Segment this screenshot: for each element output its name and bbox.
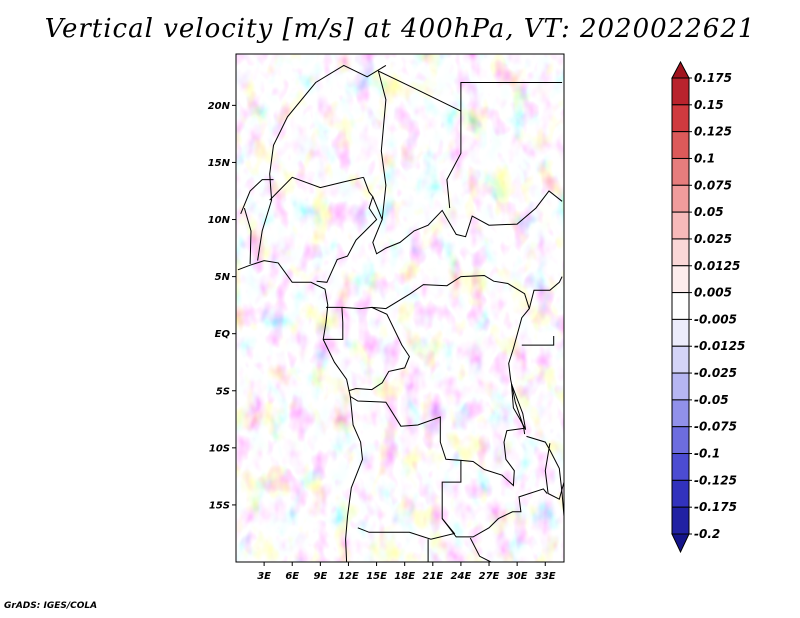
- colorbar-label: -0.05: [694, 393, 729, 407]
- colorbar-swatch: [671, 318, 690, 347]
- border-line: [469, 537, 492, 562]
- colorbar-swatch: [671, 211, 690, 240]
- x-tick-label: 33E: [535, 571, 556, 582]
- x-tick-label: 6E: [285, 571, 299, 582]
- border-line: [441, 488, 548, 538]
- border-line: [528, 276, 563, 309]
- border-line: [372, 190, 563, 255]
- grads-credit: GrADS: IGES/COLA: [4, 601, 98, 611]
- colorbar: 0.175 0.15 0.125 0.1 0.075 0.05 0.025 0.0125 0.0…: [671, 60, 745, 554]
- colorbar-swatch: [671, 131, 690, 159]
- colorbar-swatch: [671, 372, 690, 401]
- border-line: [371, 274, 530, 435]
- colorbar-label: 0.0125: [694, 259, 740, 273]
- colorbar-swatch: [671, 453, 690, 481]
- colorbar-swatch: [671, 104, 690, 133]
- colorbar-swatch: [671, 292, 690, 320]
- colorbar-swatch: [671, 238, 690, 267]
- colorbar-label: 0.05: [694, 205, 724, 219]
- colorbar-label: 0.175: [694, 71, 732, 85]
- y-tick-label: 15N: [208, 158, 231, 169]
- y-tick-label: 10S: [209, 443, 230, 454]
- colorbar-swatch: [671, 426, 690, 455]
- colorbar-label: -0.025: [694, 366, 737, 380]
- border-line: [511, 383, 527, 430]
- x-tick-label: 30E: [507, 571, 528, 582]
- colorbar-label: 0.075: [694, 178, 732, 192]
- x-tick-label: 18E: [394, 571, 415, 582]
- colorbar-bottom-arrow: [671, 533, 690, 554]
- colorbar-swatch: [671, 157, 690, 186]
- x-tick-label: 12E: [338, 571, 359, 582]
- border-line: [460, 82, 563, 112]
- border-line: [377, 70, 462, 220]
- x-axis: 3E 6E 9E 12E 15E 18E 21E 24E 27E 30E 33E: [257, 562, 556, 582]
- border-line: [341, 306, 410, 392]
- border-line: [237, 260, 364, 562]
- y-axis: 20N 15N 10N 5N EQ 5S 10S 15S: [208, 101, 236, 511]
- y-tick-label: 10N: [208, 215, 231, 226]
- x-tick-label: 21E: [422, 571, 443, 582]
- x-tick-label: 3E: [257, 571, 271, 582]
- y-tick-label: EQ: [215, 329, 231, 340]
- colorbar-label: -0.175: [694, 500, 737, 514]
- colorbar-swatch: [671, 265, 690, 294]
- border-line: [460, 427, 524, 487]
- border-line: [243, 207, 252, 265]
- colorbar-label: 0.005: [694, 286, 732, 300]
- colorbar-label: -0.005: [694, 312, 737, 326]
- y-tick-label: 5N: [215, 272, 231, 283]
- x-tick-label: 15E: [366, 571, 387, 582]
- colorbar-swatch: [671, 479, 690, 508]
- y-tick-label: 5S: [216, 386, 230, 397]
- colorbar-label: 0.125: [694, 125, 732, 139]
- colorbar-label: -0.125: [694, 473, 737, 487]
- colorbar-swatch: [671, 184, 690, 213]
- x-tick-label: 27E: [479, 571, 500, 582]
- border-line: [240, 179, 274, 214]
- x-tick-label: 24E: [451, 571, 472, 582]
- country-borders: [237, 64, 564, 562]
- colorbar-swatch: [671, 506, 690, 535]
- border-line: [526, 435, 564, 517]
- border-line: [323, 306, 344, 340]
- border-line: [521, 336, 555, 346]
- colorbar-top-arrow: [671, 60, 690, 79]
- colorbar-label: -0.1: [694, 447, 720, 461]
- colorbar-swatch: [671, 345, 690, 374]
- colorbar-label: -0.2: [694, 527, 720, 541]
- colorbar-label: -0.075: [694, 420, 737, 434]
- y-tick-label: 15S: [209, 500, 230, 511]
- velocity-field: [236, 54, 564, 562]
- y-tick-label: 20N: [208, 101, 231, 112]
- x-tick-label: 9E: [313, 571, 327, 582]
- colorbar-label: -0.0125: [694, 339, 745, 353]
- border-line: [269, 176, 364, 201]
- colorbar-label: 0.1: [694, 151, 715, 165]
- border-line: [544, 443, 564, 500]
- colorbar-swatch: [671, 399, 690, 428]
- border-line: [257, 64, 387, 261]
- chart-title: Vertical velocity [m/s] at 400hPa, VT: 2…: [44, 14, 756, 44]
- colorbar-label: 0.025: [694, 232, 732, 246]
- colorbar-label: 0.15: [694, 98, 724, 112]
- colorbar-swatch: [671, 77, 690, 106]
- border-line: [316, 177, 378, 283]
- plot-frame: [235, 53, 565, 563]
